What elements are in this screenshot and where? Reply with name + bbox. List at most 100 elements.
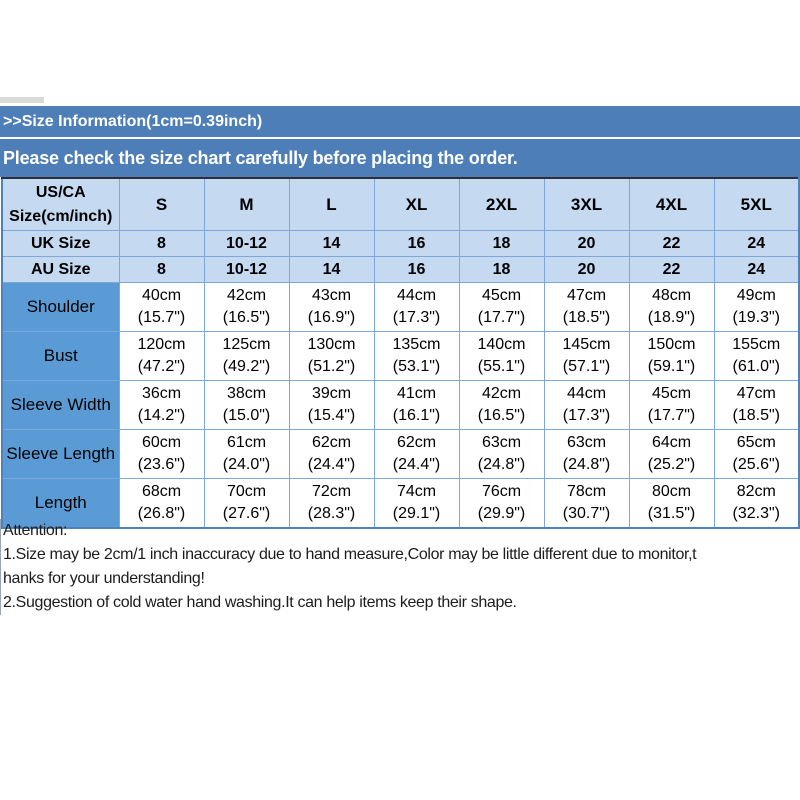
value-inch: (24.0") [222, 456, 271, 473]
region-size-cell: 22 [628, 230, 715, 257]
attention-notes: Attention: 1.Size may be 2cm/1 inch inac… [0, 519, 800, 615]
value-cm: 45cm [481, 287, 522, 304]
value-cm: 64cm [651, 434, 692, 451]
size-chart-body: US/CA Size(cm/inch) S M L XL 2XL 3XL 4XL 5XL UK S… [1, 177, 800, 529]
region-size-cell: 14 [288, 230, 375, 257]
measurement-value-cell: 82cm (32.3") [713, 478, 800, 529]
region-size-cell: 8 [118, 256, 205, 283]
measurement-value-cell: 39cm (15.4") [288, 380, 375, 430]
value-inch: (27.6") [222, 505, 271, 522]
measurement-value-cell: 60cm (23.6") [118, 429, 205, 479]
size-header-cell: 2XL [458, 177, 545, 231]
value-inch: (16.5") [222, 309, 271, 326]
value-cm: 41cm [396, 385, 437, 402]
value-cm: 47cm [736, 385, 776, 402]
value-cm: 42cm [481, 385, 522, 402]
region-size-cell: 22 [628, 256, 715, 283]
value-cm: 49cm [736, 287, 776, 304]
measurement-value-cell: 63cm (24.8") [458, 429, 545, 479]
measurement-row: Shoulder 40cm (15.7") 42cm (16.5") 43cm (16.9"… [1, 282, 800, 332]
size-header-cell: XL [373, 177, 460, 231]
region-size-cell: 16 [373, 256, 460, 283]
size-header-cell: S [118, 177, 205, 231]
region-size-cell: 8 [118, 230, 205, 257]
value-inch: (25.6") [732, 456, 780, 473]
measurement-value-cell: 64cm (25.2") [628, 429, 715, 479]
region-size-row: AU Size 8 10-12 14 16 18 20 22 24 [1, 256, 800, 283]
gray-artifact-mark [0, 97, 44, 103]
measurement-value-cell: 78cm (30.7") [543, 478, 630, 529]
measurement-value-cell: 135cm (53.1") [373, 331, 460, 381]
region-size-cell: 10-12 [203, 230, 290, 257]
region-size-cell: 18 [458, 230, 545, 257]
value-inch: (61.0") [732, 358, 780, 375]
value-cm: 42cm [226, 287, 267, 304]
region-size-cell: 14 [288, 256, 375, 283]
size-header-cell: 5XL [713, 177, 800, 231]
value-inch: (18.5") [732, 407, 780, 424]
value-cm: 44cm [566, 385, 607, 402]
measurement-value-cell: 61cm (24.0") [203, 429, 290, 479]
measurement-label-cell: Bust [1, 331, 120, 381]
measurement-value-cell: 63cm (24.8") [543, 429, 630, 479]
value-inch: (53.1") [392, 358, 441, 375]
value-inch: (24.8") [562, 456, 611, 473]
region-size-cell: 20 [543, 230, 630, 257]
size-chart-table: US/CA Size(cm/inch) S M L XL 2XL 3XL 4XL 5XL UK S… [1, 177, 800, 529]
measurement-value-cell: 140cm (55.1") [458, 331, 545, 381]
value-cm: 150cm [647, 336, 696, 353]
measurement-value-cell: 145cm (57.1") [543, 331, 630, 381]
region-size-cell: 16 [373, 230, 460, 257]
measurement-value-cell: 155cm (61.0") [713, 331, 800, 381]
value-cm: 38cm [226, 385, 267, 402]
measurement-value-cell: 42cm (16.5") [458, 380, 545, 430]
attention-line: 2.Suggestion of cold water hand washing.… [3, 594, 517, 611]
measurement-label-cell: Sleeve Length [1, 429, 120, 479]
measurement-value-cell: 150cm (59.1") [628, 331, 715, 381]
measurement-row: Sleeve Length 60cm (23.6") 61cm (24.0") 62cm (… [1, 429, 800, 479]
measurement-value-cell: 130cm (51.2") [288, 331, 375, 381]
value-inch: (19.3") [732, 309, 780, 326]
value-cm: 63cm [481, 434, 522, 451]
value-cm: 145cm [562, 336, 611, 353]
measurement-value-cell: 70cm (27.6") [203, 478, 290, 529]
value-cm: 43cm [311, 287, 352, 304]
region-size-cell: 20 [543, 256, 630, 283]
value-inch: (18.9") [647, 309, 696, 326]
value-inch: (55.1") [477, 358, 526, 375]
value-inch: (16.9") [307, 309, 356, 326]
measurement-value-cell: 120cm (47.2") [118, 331, 205, 381]
measurement-value-cell: 76cm (29.9") [458, 478, 545, 529]
measurement-value-cell: 45cm (17.7") [628, 380, 715, 430]
value-cm: 76cm [481, 483, 522, 500]
value-cm: 60cm [141, 434, 182, 451]
value-inch: (14.2") [137, 407, 186, 424]
measurement-value-cell: 36cm (14.2") [118, 380, 205, 430]
region-label-cell: UK Size [1, 230, 120, 257]
value-cm: 63cm [566, 434, 607, 451]
value-cm: 65cm [736, 434, 776, 451]
value-cm: 39cm [311, 385, 352, 402]
size-chart-notice-text: Please check the size chart carefully be… [3, 148, 518, 168]
value-cm: 68cm [141, 483, 182, 500]
value-inch: (49.2") [222, 358, 271, 375]
size-chart-notice: Please check the size chart carefully be… [0, 139, 800, 177]
value-inch: (15.7") [137, 309, 186, 326]
measurement-value-cell: 44cm (17.3") [543, 380, 630, 430]
value-cm: 40cm [141, 287, 182, 304]
value-inch: (18.5") [562, 309, 611, 326]
value-cm: 61cm [226, 434, 267, 451]
value-inch: (31.5") [647, 505, 696, 522]
region-size-cell: 18 [458, 256, 545, 283]
attention-line: 1.Size may be 2cm/1 inch inaccuracy due … [3, 546, 697, 563]
measurement-value-cell: 80cm (31.5") [628, 478, 715, 529]
measurement-value-cell: 42cm (16.5") [203, 282, 290, 332]
value-cm: 47cm [566, 287, 607, 304]
region-label-cell: AU Size [1, 256, 120, 283]
measurement-value-cell: 65cm (25.6") [713, 429, 800, 479]
measurement-value-cell: 47cm (18.5") [543, 282, 630, 332]
measurement-row: Sleeve Width 36cm (14.2") 38cm (15.0") 39cm (1… [1, 380, 800, 430]
measurement-value-cell: 49cm (19.3") [713, 282, 800, 332]
value-inch: (24.4") [307, 456, 356, 473]
